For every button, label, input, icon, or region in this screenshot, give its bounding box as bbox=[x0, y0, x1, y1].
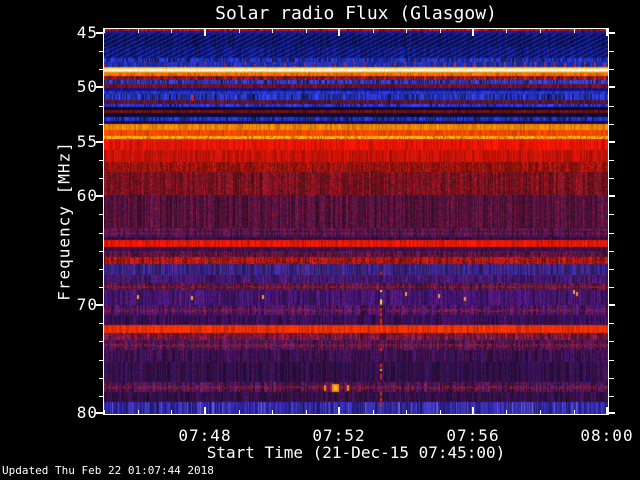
axis-tick bbox=[609, 32, 615, 34]
axis-tick bbox=[96, 195, 103, 197]
axis-tick bbox=[96, 141, 103, 143]
axis-tick bbox=[96, 304, 103, 306]
axis-tick bbox=[609, 269, 614, 270]
spectrogram-canvas bbox=[104, 29, 608, 414]
x-axis-title: Start Time (21-Dec-15 07:45:00) bbox=[206, 443, 506, 462]
y-axis-title: Frequency [MHz] bbox=[54, 141, 74, 301]
axis-tick bbox=[609, 412, 615, 414]
axis-tick bbox=[609, 287, 614, 288]
axis-tick bbox=[609, 323, 614, 324]
axis-tick bbox=[609, 195, 615, 197]
y-tick-label: 50 bbox=[76, 77, 98, 96]
axis-tick bbox=[609, 86, 615, 88]
axis-tick bbox=[609, 360, 614, 361]
axis-tick bbox=[609, 378, 614, 379]
axis-tick bbox=[609, 251, 614, 252]
plot-frame bbox=[103, 28, 609, 415]
axis-tick bbox=[609, 396, 614, 397]
axis-tick bbox=[609, 304, 615, 306]
chart-title: Solar radio Flux (Glasgow) bbox=[215, 3, 497, 24]
axis-tick bbox=[609, 233, 614, 234]
axis-tick bbox=[96, 412, 103, 414]
axis-tick bbox=[96, 32, 103, 34]
axis-tick bbox=[609, 124, 614, 125]
axis-tick bbox=[609, 160, 614, 161]
axis-tick bbox=[609, 178, 614, 179]
y-tick-label: 45 bbox=[76, 23, 98, 42]
axis-tick bbox=[609, 214, 614, 215]
y-tick-label: 80 bbox=[76, 403, 98, 422]
axis-tick bbox=[96, 86, 103, 88]
axis-tick bbox=[609, 51, 614, 52]
updated-timestamp: Updated Thu Feb 22 01:07:44 2018 bbox=[2, 464, 214, 477]
axis-tick bbox=[609, 106, 614, 107]
axis-tick bbox=[609, 341, 614, 342]
axis-tick bbox=[609, 141, 615, 143]
axis-tick bbox=[609, 69, 614, 70]
